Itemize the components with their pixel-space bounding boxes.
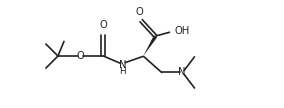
Text: N: N — [119, 60, 126, 70]
Text: O: O — [99, 20, 107, 30]
Text: N: N — [178, 68, 186, 77]
Text: O: O — [77, 51, 84, 61]
Text: OH: OH — [174, 26, 190, 36]
Polygon shape — [143, 35, 157, 56]
Text: O: O — [136, 7, 143, 17]
Text: H: H — [119, 67, 126, 76]
